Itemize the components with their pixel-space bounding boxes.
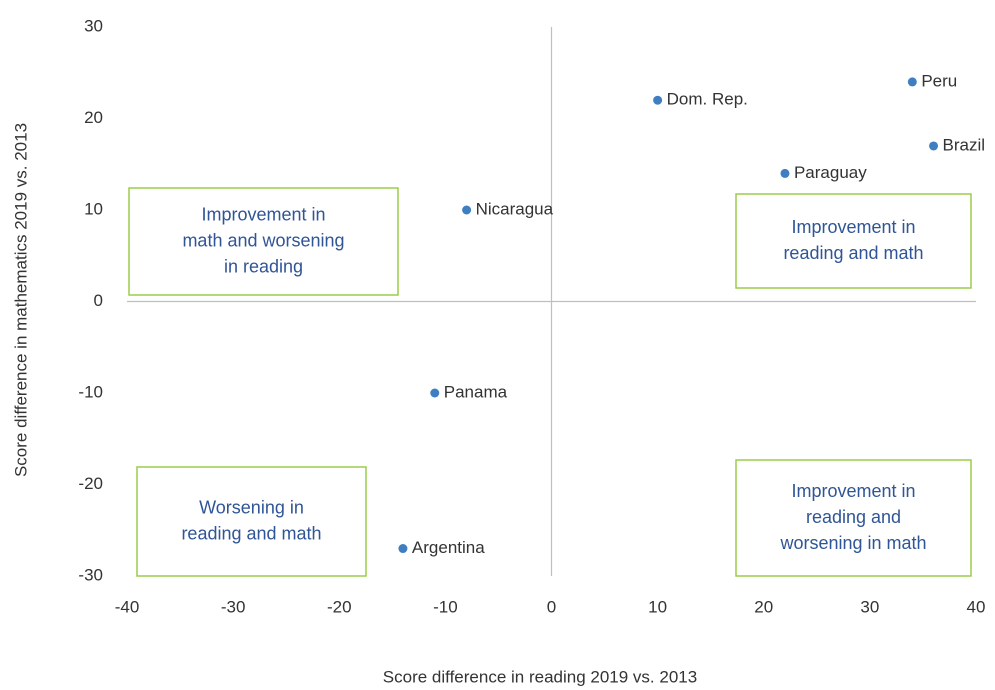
- y-tick-label: 30: [84, 16, 103, 35]
- y-tick-label: 0: [94, 291, 103, 310]
- point-label: Peru: [921, 71, 957, 90]
- annotation-text: reading and math: [783, 243, 923, 263]
- point: [929, 141, 939, 151]
- annotation-box: [136, 466, 367, 577]
- point-label: Nicaragua: [476, 199, 554, 218]
- annotation-text: worsening in math: [779, 533, 926, 553]
- x-axis-title: Score difference in reading 2019 vs. 201…: [383, 667, 697, 686]
- annotation-box: [735, 459, 972, 577]
- x-tick-label: 20: [754, 597, 773, 616]
- annotation-text: reading and: [806, 507, 901, 527]
- point-label: Argentina: [412, 538, 485, 557]
- x-tick-label: -20: [327, 597, 352, 616]
- point: [780, 168, 790, 178]
- x-tick-label: 30: [860, 597, 879, 616]
- x-tick-label: 0: [547, 597, 556, 616]
- point: [462, 205, 472, 215]
- point: [398, 544, 408, 554]
- x-tick-label: 40: [967, 597, 986, 616]
- annotation-text: reading and math: [181, 523, 321, 543]
- x-tick-label: 10: [648, 597, 667, 616]
- annotation-text: in reading: [224, 256, 303, 276]
- point-label: Panama: [444, 382, 508, 401]
- point-label: Brazil: [943, 135, 986, 154]
- y-tick-label: 10: [84, 199, 103, 218]
- x-tick-label: -10: [433, 597, 458, 616]
- annotation-box: [128, 187, 399, 296]
- point: [430, 388, 440, 398]
- point: [653, 95, 663, 105]
- y-tick-label: -10: [78, 382, 103, 401]
- annotation-text: math and worsening: [182, 230, 344, 250]
- y-tick-label: -20: [78, 474, 103, 493]
- x-tick-label: -40: [115, 597, 140, 616]
- point-label: Dom. Rep.: [667, 90, 748, 109]
- point-label: Paraguay: [794, 163, 867, 182]
- y-axis-title: Score difference in mathematics 2019 vs.…: [11, 123, 30, 477]
- y-tick-label: -30: [78, 565, 103, 584]
- x-tick-label: -30: [221, 597, 246, 616]
- annotation-text: Improvement in: [791, 217, 915, 237]
- annotation-box: [735, 193, 972, 289]
- y-tick-label: 20: [84, 108, 103, 127]
- point: [907, 77, 917, 87]
- annotation-text: Improvement in: [201, 204, 325, 224]
- annotation-text: Improvement in: [791, 481, 915, 501]
- annotation-text: Worsening in: [199, 497, 304, 517]
